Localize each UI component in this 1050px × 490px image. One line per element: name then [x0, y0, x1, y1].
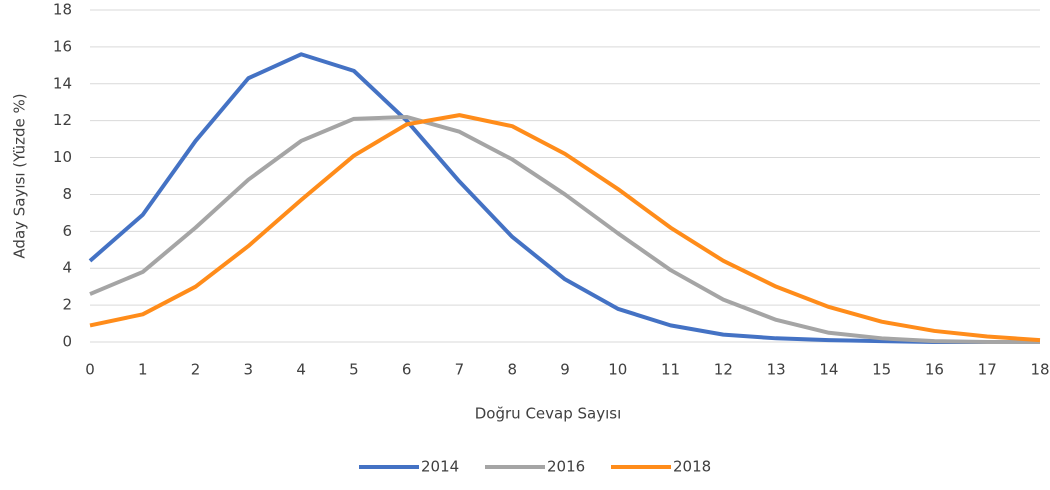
y-tick-label: 0 [62, 333, 72, 351]
x-tick-label: 8 [507, 361, 517, 379]
x-tick-label: 14 [819, 361, 838, 379]
x-tick-label: 1 [138, 361, 148, 379]
y-tick-label: 12 [53, 111, 72, 129]
x-tick-label: 17 [978, 361, 997, 379]
x-tick-label: 5 [349, 361, 359, 379]
y-tick-label: 14 [53, 74, 72, 92]
y-tick-label: 16 [53, 37, 72, 55]
y-tick-label: 10 [53, 148, 72, 166]
y-tick-label: 4 [62, 259, 72, 277]
line-series [89, 113, 1041, 343]
y-tick-label: 18 [53, 1, 72, 19]
x-tick-label: 0 [85, 361, 95, 379]
x-tick-label: 4 [296, 361, 306, 379]
x-axis-title: Doğru Cevap Sayısı [475, 405, 622, 423]
line-series [88, 52, 1040, 344]
x-tick-label: 18 [1030, 361, 1049, 379]
legend-label: 2018 [673, 458, 711, 476]
x-tick-label: 9 [560, 361, 570, 379]
x-tick-label: 7 [455, 361, 465, 379]
x-tick-label: 2 [191, 361, 201, 379]
x-tick-label: 10 [608, 361, 627, 379]
x-tick-label: 16 [925, 361, 944, 379]
y-tick-label: 6 [62, 222, 72, 240]
x-tick-label: 15 [872, 361, 891, 379]
y-axis-title: Aday Sayısı (Yüzde %) [11, 93, 29, 258]
x-tick-label: 13 [767, 361, 786, 379]
x-tick-label: 3 [244, 361, 254, 379]
legend-label: 2014 [421, 458, 459, 476]
x-tick-label: 6 [402, 361, 412, 379]
legend-label: 2016 [547, 458, 585, 476]
x-tick-label: 12 [714, 361, 733, 379]
line-series [89, 114, 1040, 344]
y-tick-label: 8 [62, 185, 72, 203]
x-tick-label: 11 [661, 361, 680, 379]
y-tick-label: 2 [62, 296, 72, 314]
